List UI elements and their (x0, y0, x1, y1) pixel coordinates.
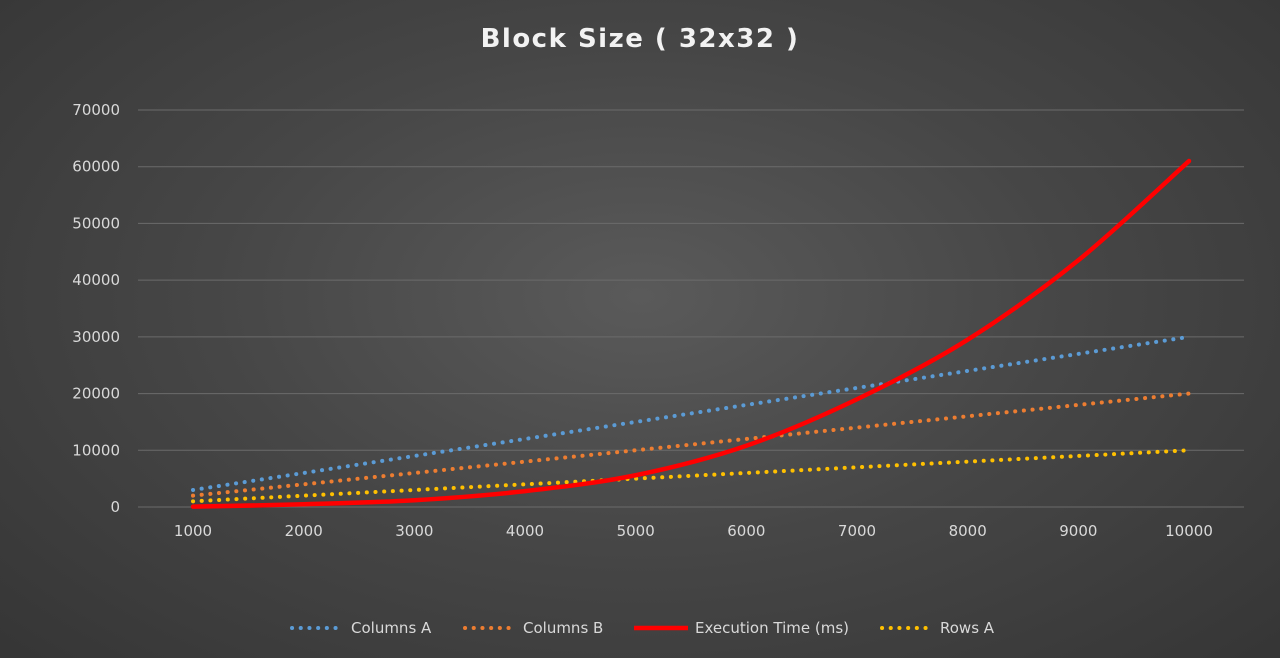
legend-label: Columns A (351, 619, 432, 637)
x-tick-label: 10000 (1165, 522, 1213, 540)
x-tick-label: 3000 (395, 522, 433, 540)
x-tick-label: 1000 (174, 522, 212, 540)
x-tick-label: 7000 (838, 522, 876, 540)
x-tick-label: 2000 (285, 522, 323, 540)
legend-item-execution-time-ms: Execution Time (ms) (634, 619, 849, 637)
x-tick-label: 6000 (727, 522, 765, 540)
y-tick-label: 70000 (72, 101, 120, 119)
y-tick-label: 30000 (72, 328, 120, 346)
legend-label: Rows A (940, 619, 995, 637)
y-tick-label: 0 (110, 498, 120, 516)
y-tick-label: 60000 (72, 158, 120, 176)
x-tick-label: 8000 (949, 522, 987, 540)
series-lines (190, 158, 1192, 509)
legend-item-columns-b: Columns B (463, 619, 603, 637)
legend-label: Execution Time (ms) (695, 619, 849, 637)
x-tick-label: 4000 (506, 522, 544, 540)
legend-item-columns-a: Columns A (290, 619, 432, 637)
y-tick-label: 10000 (72, 441, 120, 459)
series-line-columns-b (191, 391, 1191, 498)
gridlines (138, 109, 1244, 508)
legend: Columns A Columns B Execution Time (ms) Row… (290, 619, 995, 637)
y-tick-label: 40000 (72, 271, 120, 289)
x-tick-label: 9000 (1059, 522, 1097, 540)
legend-item-rows-a: Rows A (880, 619, 995, 637)
y-tick-label: 20000 (72, 385, 120, 403)
series-line-execution-time-ms (190, 158, 1192, 509)
chart-title: Block Size ( 32x32 ) (481, 24, 800, 54)
y-tick-label: 50000 (72, 214, 120, 232)
x-tick-label: 5000 (617, 522, 655, 540)
series-line-rows-a (191, 448, 1191, 504)
y-axis-ticks: 0 10000 20000 30000 40000 50000 60000 70000 (72, 101, 120, 516)
legend-label: Columns B (523, 619, 603, 637)
series-line-columns-a (191, 334, 1191, 492)
x-axis-ticks: 1000 2000 3000 4000 5000 6000 7000 8000 9000 1000… (174, 522, 1213, 540)
